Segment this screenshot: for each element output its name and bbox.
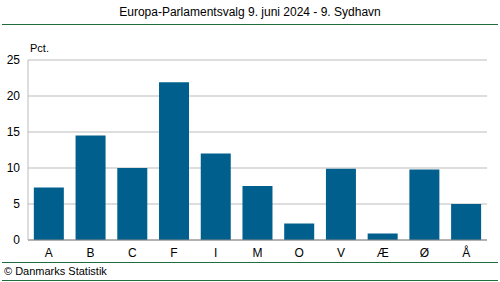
svg-text:Å: Å: [462, 245, 470, 260]
svg-text:C: C: [128, 246, 137, 260]
svg-text:5: 5: [13, 197, 20, 211]
html-text:© Danmarks Statistik: © Danmarks Statistik: [4, 265, 107, 277]
svg-text:V: V: [337, 246, 345, 260]
svg-text:Æ: Æ: [377, 246, 389, 260]
svg-text:B: B: [87, 246, 95, 260]
svg-text:M: M: [253, 246, 263, 260]
svg-text:0: 0: [13, 233, 20, 247]
html-text:Europa-Parlamentsvalg 9. juni: Europa-Parlamentsvalg 9. juni 2024 - 9. …: [119, 5, 381, 19]
svg-text:O: O: [295, 246, 304, 260]
svg-text:F: F: [170, 246, 177, 260]
html-text:Pct.: Pct.: [30, 42, 49, 54]
svg-text:15: 15: [8, 125, 20, 139]
svg-text:10: 10: [8, 161, 20, 175]
svg-text:25: 25: [8, 53, 20, 67]
svg-text:Ø: Ø: [420, 246, 429, 260]
svg-text:I: I: [214, 246, 217, 260]
svg-text:A: A: [45, 246, 53, 260]
svg-text:20: 20: [8, 89, 20, 103]
